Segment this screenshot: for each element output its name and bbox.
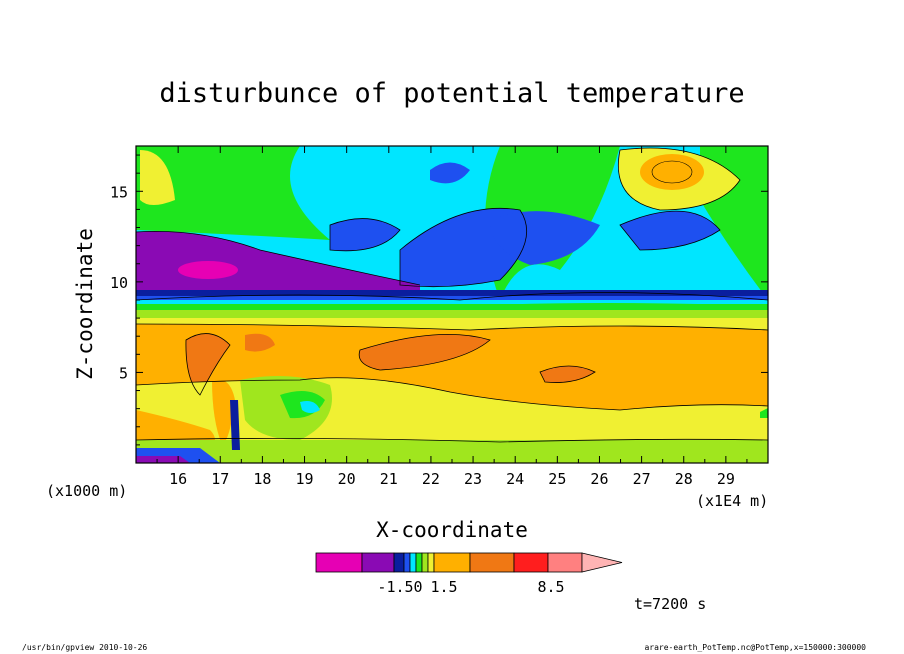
- y-axis-label: Z-coordinate: [73, 228, 97, 380]
- colorbar-swatch: [415, 552, 423, 573]
- footer-left: /usr/bin/gpview 2010-10-26: [22, 643, 147, 652]
- x-tick-label: 29: [717, 470, 735, 488]
- y-tick-label: 5: [119, 364, 128, 382]
- colorbar-label-high: 8.5: [537, 578, 564, 596]
- colorbar-swatch: [361, 552, 395, 573]
- y-tick-label: 15: [110, 183, 128, 201]
- colorbar: [315, 552, 623, 573]
- y-unit-label: (x1000 m): [46, 482, 127, 500]
- x-tick-label: 26: [590, 470, 608, 488]
- x-tick-label: 28: [675, 470, 693, 488]
- time-label: t=7200 s: [634, 595, 706, 613]
- x-tick-label: 16: [169, 470, 187, 488]
- x-tick-label: 20: [338, 470, 356, 488]
- colorbar-swatch: [421, 552, 429, 573]
- colorbar-label-neg: -1.50: [377, 578, 422, 596]
- contour-field: [136, 146, 768, 463]
- colorbar-label-mid: 1.5: [430, 578, 457, 596]
- colorbar-swatch: [427, 552, 435, 573]
- x-axis: 16 17 18 19 20 21 22 23 24 25 26 27 28 29: [156, 146, 748, 488]
- colorbar-swatch: [393, 552, 405, 573]
- colorbar-swatch: [513, 552, 549, 573]
- x-tick-label: 23: [464, 470, 482, 488]
- colorbar-swatch: [315, 552, 363, 573]
- x-tick-label: 27: [633, 470, 651, 488]
- chart-title: disturbunce of potential temperature: [159, 78, 744, 109]
- colorbar-swatch: [469, 552, 515, 573]
- x-tick-label: 18: [253, 470, 271, 488]
- colorbar-extension: [581, 552, 623, 573]
- colorbar-swatch: [403, 552, 411, 573]
- x-unit-label: (x1E4 m): [696, 492, 768, 510]
- y-axis: 5 10 15: [110, 154, 768, 446]
- x-tick-label: 17: [211, 470, 229, 488]
- footer-right: arare-earth_PotTemp.nc@PotTemp,x=150000:…: [644, 643, 866, 652]
- x-tick-label: 25: [548, 470, 566, 488]
- colorbar-swatch: [433, 552, 471, 573]
- y-tick-label: 10: [110, 274, 128, 292]
- x-axis-label: X-coordinate: [376, 518, 528, 542]
- x-tick-label: 19: [296, 470, 314, 488]
- x-tick-label: 22: [422, 470, 440, 488]
- colorbar-swatch: [409, 552, 417, 573]
- colorbar-swatch: [547, 552, 583, 573]
- x-tick-label: 21: [380, 470, 398, 488]
- x-tick-label: 24: [506, 470, 524, 488]
